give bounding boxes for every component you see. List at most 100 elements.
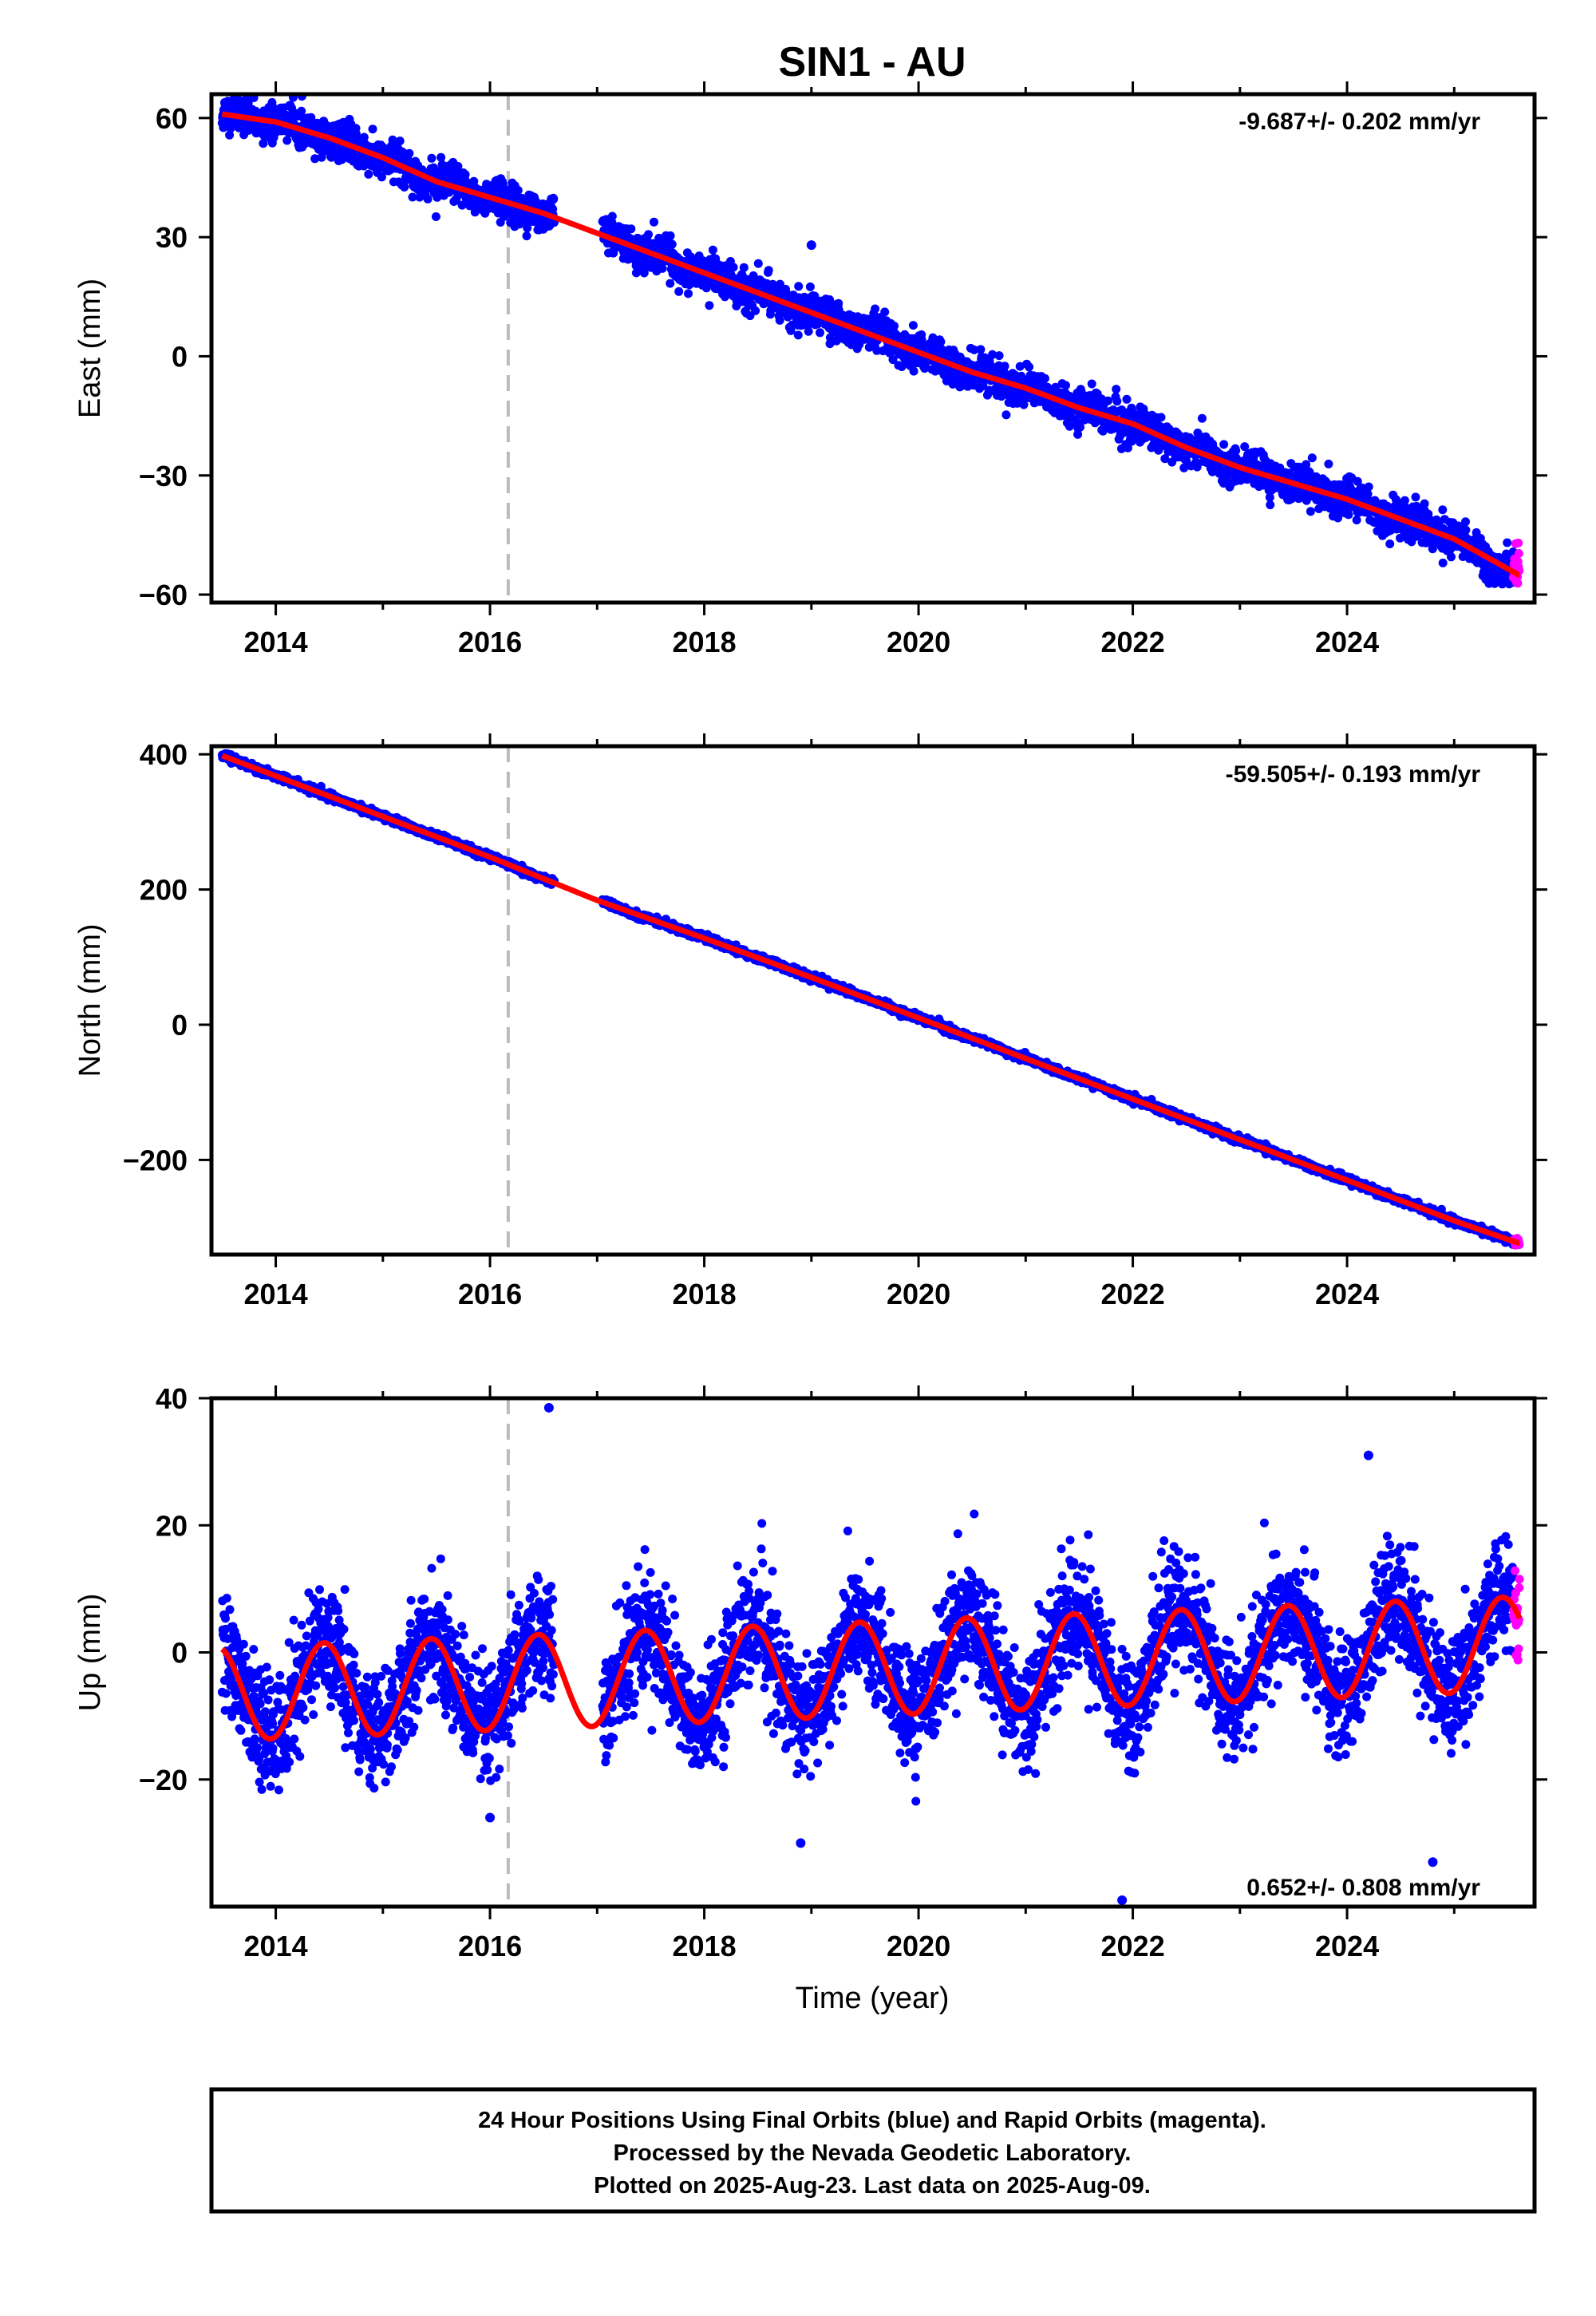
x-tick-label: 2020 <box>887 626 950 658</box>
data-points <box>217 94 1524 589</box>
final-point <box>890 322 899 330</box>
final-point <box>888 355 898 365</box>
final-point <box>1302 460 1311 469</box>
x-tick-label: 2024 <box>1315 626 1379 658</box>
final-point <box>1040 373 1049 383</box>
final-point <box>1307 453 1317 463</box>
final-point <box>1438 558 1448 567</box>
rapid-point <box>1514 549 1523 558</box>
final-point <box>805 282 815 291</box>
final-point <box>310 154 320 164</box>
final-point <box>1112 397 1122 406</box>
final-point <box>431 212 440 221</box>
y-tick-label: −30 <box>139 460 188 492</box>
final-point <box>1396 533 1404 543</box>
final-point <box>1001 410 1011 420</box>
final-point <box>1123 443 1132 453</box>
final-point <box>793 330 803 340</box>
final-point <box>908 321 918 330</box>
final-point <box>909 366 918 376</box>
x-tick-label: 2014 <box>244 626 308 658</box>
final-point <box>1344 510 1353 520</box>
plot-area <box>217 94 1524 589</box>
final-point <box>1219 440 1229 449</box>
y-tick-label: 30 <box>156 221 188 254</box>
final-point <box>1015 362 1025 371</box>
final-point <box>1156 413 1166 422</box>
plot-area <box>217 749 1524 1250</box>
final-point <box>658 263 667 273</box>
final-point <box>666 231 675 240</box>
y-tick-label: −60 <box>139 579 188 611</box>
rate-label: -9.687+/- 0.202 mm/yr <box>1238 109 1480 135</box>
panels: 2014 2016 2018 2020 2022 2024−60−3003060East … <box>73 81 1547 1962</box>
final-point <box>1112 385 1121 394</box>
final-point <box>650 217 658 227</box>
final-point <box>684 289 693 298</box>
final-point <box>1438 505 1448 515</box>
final-point <box>400 183 409 192</box>
final-point <box>1490 579 1499 588</box>
final-point <box>226 124 235 133</box>
final-point <box>1087 379 1096 389</box>
final-point <box>522 231 531 241</box>
panel-east: 2014 2016 2018 2020 2022 2024−60−3003060East … <box>73 81 1547 658</box>
final-point <box>871 304 880 314</box>
final-point <box>708 245 717 255</box>
final-point <box>1461 517 1470 527</box>
final-point <box>453 161 463 171</box>
y-tick-label: 0 <box>172 340 188 373</box>
final-point <box>1160 454 1170 464</box>
final-point <box>1231 446 1241 456</box>
final-point <box>437 152 446 162</box>
final-point <box>1061 381 1070 390</box>
final-point <box>1197 413 1207 423</box>
final-point <box>395 136 405 146</box>
final-point <box>880 307 890 317</box>
final-point <box>816 328 824 338</box>
final-point <box>405 148 414 158</box>
final-point <box>1324 459 1333 468</box>
final-point <box>388 135 397 144</box>
final-point <box>667 239 677 249</box>
y-tick-label: 60 <box>156 102 188 135</box>
final-point <box>1411 492 1420 502</box>
final-point <box>1311 473 1321 483</box>
final-point <box>1420 499 1429 508</box>
final-point <box>1192 462 1202 472</box>
final-point <box>368 124 377 134</box>
outlier-point <box>806 240 816 251</box>
final-point <box>1266 500 1275 510</box>
final-point <box>1352 516 1361 525</box>
final-point <box>626 224 636 234</box>
final-point <box>1065 421 1074 431</box>
rapid-point <box>1513 579 1523 588</box>
final-point <box>834 298 843 308</box>
final-point <box>872 346 882 355</box>
x-tick-label: 2018 <box>673 626 737 658</box>
final-point <box>751 306 760 315</box>
final-point <box>1265 492 1274 502</box>
final-point <box>427 153 437 163</box>
final-point <box>1333 513 1343 523</box>
y-axis-label: East (mm) <box>73 279 107 418</box>
rapid-point <box>1514 538 1523 547</box>
x-tick-label: 2022 <box>1101 626 1165 658</box>
final-point <box>457 200 467 210</box>
final-point <box>1503 538 1512 547</box>
final-point <box>631 268 641 278</box>
final-point <box>1400 496 1409 505</box>
final-point <box>317 152 326 162</box>
panel-north: 2014 2016 2018 2020 2022 2024−2000200400North… <box>73 733 1547 1310</box>
final-point <box>644 230 653 239</box>
final-point <box>1122 394 1132 404</box>
final-point <box>804 326 813 336</box>
final-point <box>282 136 292 145</box>
final-point <box>674 287 684 296</box>
final-point <box>1019 400 1029 409</box>
final-point <box>337 155 346 164</box>
final-point <box>753 259 763 268</box>
final-point <box>1385 539 1395 548</box>
final-point <box>1104 396 1112 405</box>
